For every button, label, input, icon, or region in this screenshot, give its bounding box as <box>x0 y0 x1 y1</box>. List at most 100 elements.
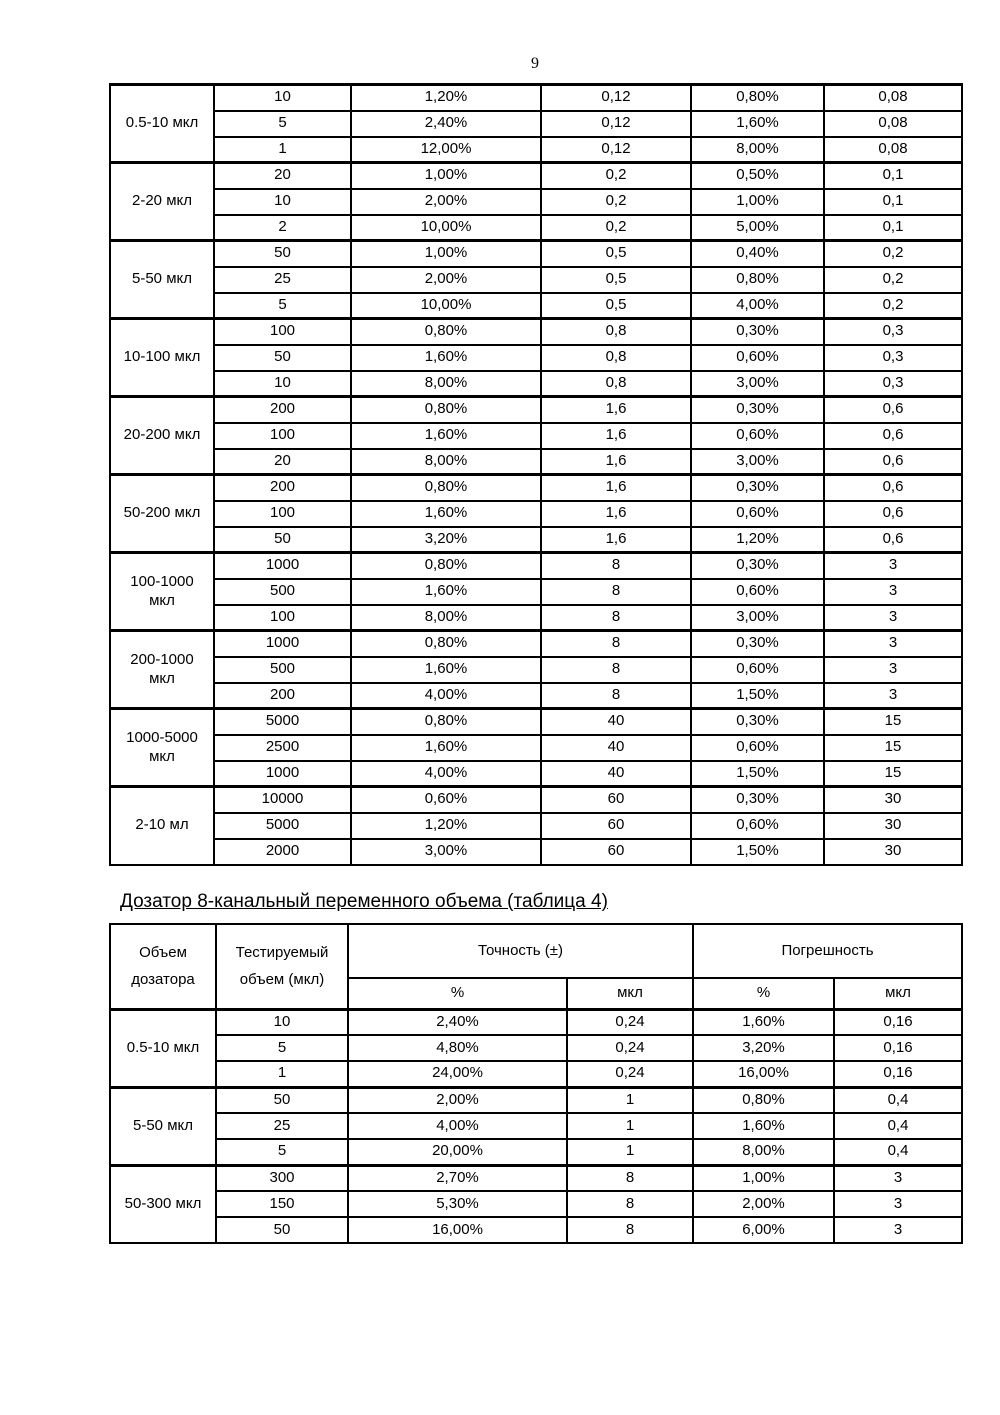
value-cell: 50 <box>215 1216 349 1244</box>
value-cell: 0,60% <box>350 785 542 814</box>
value-cell: 0,4 <box>833 1085 963 1114</box>
value-cell: 0,30% <box>690 785 825 814</box>
value-cell: 8 <box>566 1163 694 1192</box>
value-cell: 200 <box>213 681 352 710</box>
value-cell: 0,5 <box>540 239 692 268</box>
value-cell: 25 <box>213 265 352 294</box>
table-row: 5 2,40% 0,12 1,60% 0,08 <box>110 109 963 138</box>
value-cell: 15 <box>823 733 963 762</box>
subheader-error-ul: мкл <box>833 977 963 1010</box>
value-cell: 5,30% <box>347 1190 568 1218</box>
volume-range-cell: 5-50 мкл <box>109 239 215 320</box>
value-cell: 0,12 <box>540 109 692 138</box>
value-cell: 1,6 <box>540 473 692 502</box>
value-cell: 10 <box>213 187 352 216</box>
value-cell: 0,6 <box>823 421 963 450</box>
value-cell: 1,60% <box>692 1112 835 1140</box>
value-cell: 0,16 <box>833 1007 963 1036</box>
table-row: 50 16,00% 8 6,00% 3 <box>110 1216 963 1244</box>
value-cell: 0,2 <box>823 291 963 320</box>
value-cell: 200 <box>213 473 352 502</box>
value-cell: 0,80% <box>350 473 542 502</box>
value-cell: 50 <box>213 343 352 372</box>
value-cell: 40 <box>540 759 692 788</box>
header-test-volume: Тестируемый объем (мкл) <box>215 923 349 1010</box>
value-cell: 0,3 <box>823 317 963 346</box>
value-cell: 0,2 <box>540 213 692 242</box>
value-cell: 2,00% <box>692 1190 835 1218</box>
value-cell: 1000 <box>213 759 352 788</box>
value-cell: 0,8 <box>540 369 692 398</box>
value-cell: 0,60% <box>690 577 825 606</box>
value-cell: 50 <box>215 1085 349 1114</box>
table-row: 100-1000 мкл 1000 0,80% 8 0,30% 3 <box>109 551 963 632</box>
table-row: 10 2,00% 0,2 1,00% 0,1 <box>110 187 963 216</box>
volume-range-cell: 50-200 мкл <box>109 473 215 554</box>
value-cell: 24,00% <box>347 1060 568 1088</box>
value-cell: 1,00% <box>350 161 542 190</box>
table-row: 5 4,80% 0,24 3,20% 0,16 <box>110 1034 963 1062</box>
value-cell: 0,2 <box>540 187 692 216</box>
value-cell: 4,00% <box>690 291 825 320</box>
table-subheader-row: % мкл % мкл <box>110 977 963 1010</box>
value-cell: 0,1 <box>823 161 963 190</box>
value-cell: 3,00% <box>350 837 542 866</box>
value-cell: 8,00% <box>692 1138 835 1166</box>
volume-range-cell: 20-200 мкл <box>109 395 215 476</box>
value-cell: 5 <box>213 109 352 138</box>
table-row: 100 1,60% 1,6 0,60% 0,6 <box>110 499 963 528</box>
table-row: 5 10,00% 0,5 4,00% 0,2 <box>110 291 963 320</box>
table-row: 2500 1,60% 40 0,60% 15 <box>110 733 963 762</box>
value-cell: 0,30% <box>690 551 825 580</box>
value-cell: 0,24 <box>566 1034 694 1062</box>
value-cell: 3,20% <box>692 1034 835 1062</box>
value-cell: 0,80% <box>350 707 542 736</box>
volume-range-cell: 100-1000 мкл <box>109 551 215 632</box>
value-cell: 0,12 <box>540 83 692 112</box>
value-cell: 3 <box>823 681 963 710</box>
value-cell: 10,00% <box>350 291 542 320</box>
value-cell: 0,24 <box>566 1060 694 1088</box>
volume-range-cell: 0.5-10 мкл <box>109 83 215 164</box>
value-cell: 2,00% <box>347 1085 568 1114</box>
table-row: 25 2,00% 0,5 0,80% 0,2 <box>110 265 963 294</box>
value-cell: 2500 <box>213 733 352 762</box>
value-cell: 1,00% <box>690 187 825 216</box>
value-cell: 3 <box>833 1190 963 1218</box>
value-cell: 16,00% <box>692 1060 835 1088</box>
value-cell: 0,3 <box>823 343 963 372</box>
value-cell: 0,1 <box>823 187 963 216</box>
table-row: 5000 1,20% 60 0,60% 30 <box>110 811 963 840</box>
value-cell: 3,20% <box>350 525 542 554</box>
volume-range-cell: 0.5-10 мкл <box>109 1007 217 1088</box>
value-cell: 0,30% <box>690 395 825 424</box>
value-cell: 0,30% <box>690 707 825 736</box>
value-cell: 8 <box>566 1216 694 1244</box>
value-cell: 0,2 <box>823 265 963 294</box>
volume-range-cell: 1000-5000 мкл <box>109 707 215 788</box>
header-accuracy: Точность (±) <box>347 923 694 979</box>
value-cell: 1 <box>215 1060 349 1088</box>
value-cell: 50 <box>213 239 352 268</box>
value-cell: 60 <box>540 811 692 840</box>
value-cell: 2,70% <box>347 1163 568 1192</box>
value-cell: 0,6 <box>823 447 963 476</box>
value-cell: 1,00% <box>692 1163 835 1192</box>
value-cell: 1,60% <box>692 1007 835 1036</box>
value-cell: 1000 <box>213 551 352 580</box>
value-cell: 5 <box>215 1034 349 1062</box>
table-row: 2-10 мл 10000 0,60% 60 0,30% 30 <box>109 785 963 866</box>
value-cell: 2,40% <box>350 109 542 138</box>
value-cell: 0,80% <box>350 317 542 346</box>
value-cell: 0,30% <box>690 317 825 346</box>
table-row: 2000 3,00% 60 1,50% 30 <box>110 837 963 866</box>
page-number: 9 <box>531 55 539 72</box>
table-row: 1000 4,00% 40 1,50% 15 <box>110 759 963 788</box>
value-cell: 2,00% <box>350 265 542 294</box>
value-cell: 2000 <box>213 837 352 866</box>
value-cell: 0,8 <box>540 317 692 346</box>
value-cell: 1,00% <box>350 239 542 268</box>
value-cell: 0,16 <box>833 1060 963 1088</box>
value-cell: 30 <box>823 811 963 840</box>
value-cell: 0,60% <box>690 343 825 372</box>
